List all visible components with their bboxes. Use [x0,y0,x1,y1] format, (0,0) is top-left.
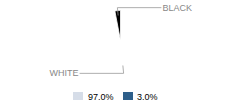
svg-text:BLACK: BLACK [163,3,193,13]
svg-text:WHITE: WHITE [50,68,79,78]
